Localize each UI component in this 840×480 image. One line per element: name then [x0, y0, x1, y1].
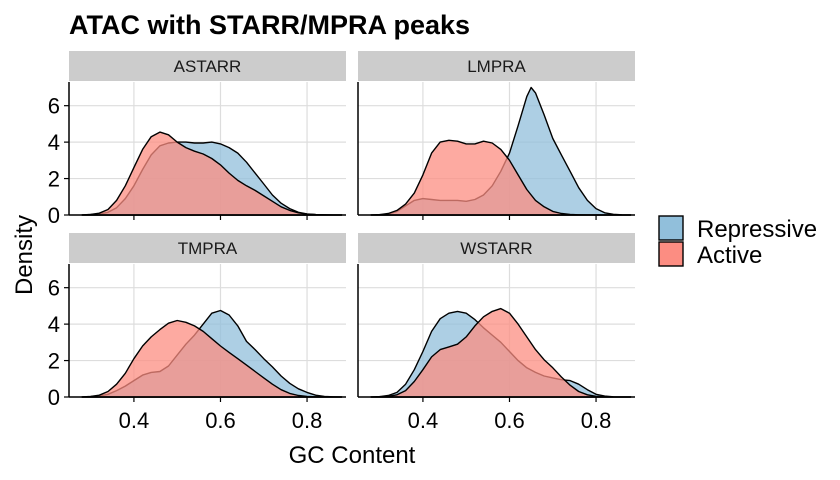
- density-area-active: [370, 307, 632, 398]
- x-tick-label: 0.6: [494, 408, 525, 433]
- y-tick-label: 0: [48, 203, 60, 228]
- legend-swatch-active: [658, 241, 684, 267]
- facet-strip-label: TMPRA: [178, 239, 238, 258]
- facet-panels: ASTARR 0 2 4 6 LMPRA TMPRA 0 2 4 6 0.4 0.6 0.8 WSTARR 0…: [48, 51, 635, 433]
- legend-swatch-repressive: [658, 215, 684, 241]
- x-tick-label: 0.6: [205, 408, 236, 433]
- chart-title: ATAC with STARR/MPRA peaks: [69, 10, 470, 40]
- facet-panel-wstarr: WSTARR 0.4 0.6 0.8: [357, 233, 635, 433]
- x-tick-label: 0.4: [119, 408, 150, 433]
- facet-panel-lmpra: LMPRA: [357, 51, 635, 220]
- y-tick-label: 4: [48, 130, 60, 155]
- legend-label-active: Active: [697, 242, 762, 269]
- facet-strip-label: WSTARR: [460, 239, 532, 258]
- y-tick-label: 2: [48, 167, 60, 192]
- x-axis-title: GC Content: [289, 442, 416, 469]
- facet-strip: [69, 233, 346, 263]
- y-tick-label: 6: [48, 276, 60, 301]
- facet-strip: [358, 51, 635, 81]
- x-tick-label: 0.4: [408, 408, 439, 433]
- y-tick-label: 6: [48, 94, 60, 119]
- y-tick-label: 4: [48, 312, 60, 337]
- facet-panel-tmpra: TMPRA 0 2 4 6 0.4 0.6 0.8: [48, 233, 346, 433]
- facet-strip: [69, 51, 346, 81]
- y-tick-label: 0: [48, 385, 60, 410]
- facet-strip: [358, 233, 635, 263]
- x-tick-label: 0.8: [292, 408, 323, 433]
- facet-strip-label: LMPRA: [467, 57, 526, 76]
- x-tick-label: 0.8: [581, 408, 612, 433]
- density-area-active: [81, 131, 343, 216]
- facet-panel-astarr: ASTARR 0 2 4 6: [48, 51, 346, 228]
- y-tick-label: 2: [48, 349, 60, 374]
- y-axis-title: Density: [11, 215, 38, 295]
- facet-strip-label: ASTARR: [174, 57, 242, 76]
- legend-label-repressive: Repressive: [697, 216, 817, 243]
